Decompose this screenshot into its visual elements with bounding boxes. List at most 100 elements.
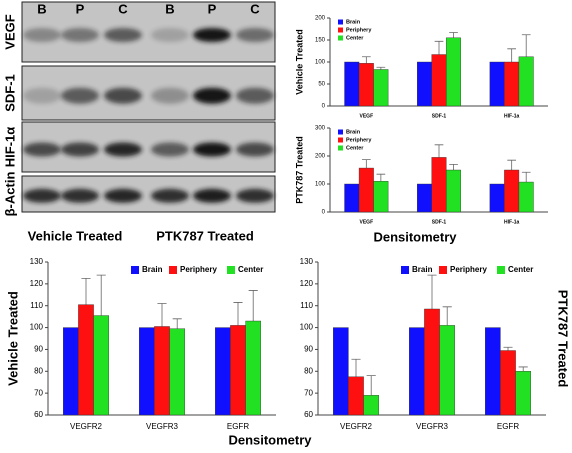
bar (417, 61, 432, 107)
y-tick-label: 300 (315, 126, 326, 132)
blot-band (104, 142, 142, 157)
blot-band (61, 142, 99, 157)
blot-band (104, 28, 142, 42)
caption: Densitometry (373, 229, 457, 244)
y-tick-label: 90 (34, 345, 43, 354)
blot-band (151, 188, 189, 203)
y-tick-label: 100 (300, 323, 314, 332)
y-tick-label: 80 (34, 366, 43, 375)
bar (154, 326, 170, 416)
error-bar (521, 171, 531, 183)
bar-chart: 0 50 100 150 200 Vehicle Treated VEGF SDF-1 HIF-… (294, 16, 548, 119)
bar (93, 315, 109, 416)
lane-label: C (250, 1, 260, 16)
blot-band (104, 188, 142, 203)
y-tick-label: 60 (34, 410, 43, 419)
error-bar (351, 358, 361, 377)
error-bar (449, 32, 458, 38)
blot-band (151, 28, 189, 42)
bar (518, 56, 534, 107)
y-tick-label: 90 (304, 345, 313, 354)
blot-band (236, 188, 274, 203)
bar (446, 37, 461, 107)
bar (500, 350, 516, 416)
bar (344, 183, 360, 213)
y-tick-label: 80 (304, 366, 313, 375)
error-bar (442, 306, 452, 326)
legend-swatch (169, 266, 177, 274)
bar (169, 328, 186, 416)
y-tick-label: 70 (34, 388, 43, 397)
blot-band (61, 87, 99, 104)
bar (358, 167, 374, 213)
error-bar (248, 290, 258, 322)
blot-band (193, 188, 231, 203)
legend-swatch (338, 27, 343, 33)
blot-row-label: VEGF (2, 14, 17, 49)
x-tick-label: VEGF (360, 219, 374, 225)
blot-row-label: β-Actin (2, 172, 17, 217)
blot-band (151, 87, 189, 104)
bar (504, 61, 520, 107)
legend-swatch (338, 137, 343, 143)
blot-band (193, 87, 231, 104)
blot-band (236, 87, 274, 104)
legend-swatch (338, 19, 343, 25)
legend-swatch (497, 266, 505, 274)
bar (245, 320, 262, 416)
blot-row (21, 65, 276, 121)
bar (138, 327, 155, 416)
blot-band (61, 188, 99, 203)
y-tick-label: 70 (304, 388, 313, 397)
bar (373, 69, 389, 107)
y-tick-label: 100 (30, 323, 44, 332)
error-bar (449, 164, 458, 170)
error-bar (434, 144, 444, 158)
legend-label: Brain (142, 265, 163, 274)
y-axis-label: PTK787 Treated (556, 290, 571, 388)
error-bar (157, 303, 167, 327)
y-tick-label: 130 (300, 257, 314, 266)
bar (348, 376, 364, 416)
legend-label: Brain (346, 129, 361, 135)
x-tick-label: EGFR (497, 422, 519, 431)
y-tick-label: 100 (315, 60, 326, 66)
western-blot: VEGF SDF-1 HIF-1α β-Actin B P C B P C Vehicle Trea… (2, 1, 276, 243)
bar (431, 54, 447, 107)
y-axis-label: Vehicle Treated (294, 29, 304, 95)
blot-band (23, 28, 61, 42)
group-label: Vehicle Treated (28, 228, 123, 243)
y-tick-label: 0 (322, 104, 326, 110)
x-tick-label: SDF-1 (432, 219, 447, 225)
y-tick-label: 120 (30, 279, 44, 288)
y-tick-label: 100 (315, 182, 326, 188)
legend-swatch (401, 266, 409, 274)
x-tick-label: HIF-1a (504, 219, 520, 225)
bar (485, 327, 501, 416)
lane-label: B (37, 1, 46, 16)
blot-row-label: SDF-1 (2, 74, 17, 112)
legend-label: Center (346, 35, 364, 41)
y-tick-label: 130 (30, 257, 44, 266)
blot-band (151, 142, 189, 157)
error-bar (518, 366, 528, 372)
blot-band (23, 188, 61, 203)
x-tick-label: VEGFR2 (70, 422, 103, 431)
error-bar (376, 173, 386, 182)
blot-band (23, 87, 61, 104)
legend-label: Center (238, 265, 263, 274)
blot-row-label: HIF-1α (2, 127, 17, 168)
error-bar (507, 48, 517, 62)
legend-swatch (439, 266, 447, 274)
legend-label: Brain (412, 265, 433, 274)
error-bar (361, 159, 371, 169)
group-label: PTK787 Treated (156, 228, 254, 243)
legend-label: Periphery (346, 137, 372, 143)
error-bar (376, 66, 386, 70)
lane-label: P (76, 1, 85, 16)
legend-label: Brain (346, 19, 361, 25)
y-axis-label: PTK787 Treated (294, 136, 304, 204)
legend-swatch (338, 35, 343, 41)
bar (78, 304, 94, 416)
